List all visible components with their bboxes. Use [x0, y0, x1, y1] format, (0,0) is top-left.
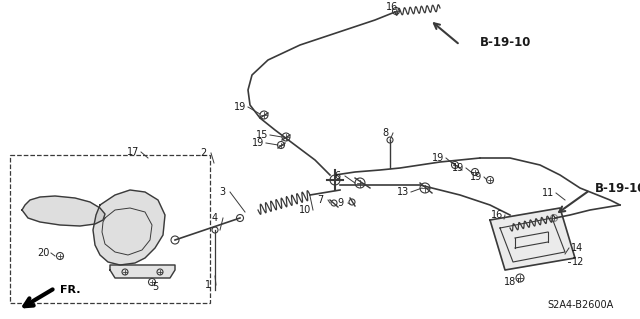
Text: 20: 20	[37, 248, 49, 258]
Text: 10: 10	[299, 205, 311, 215]
Text: 19: 19	[432, 153, 444, 163]
Text: 15: 15	[256, 130, 268, 140]
Text: 17: 17	[127, 147, 139, 157]
Text: 12: 12	[572, 257, 584, 267]
Text: 9: 9	[337, 198, 343, 208]
Text: 19: 19	[252, 138, 264, 148]
Polygon shape	[22, 196, 105, 226]
Text: 18: 18	[504, 277, 516, 287]
Text: 19: 19	[470, 172, 482, 182]
Text: 19: 19	[452, 163, 464, 173]
Text: 8: 8	[382, 128, 388, 138]
Text: 6: 6	[334, 171, 340, 181]
Text: 3: 3	[219, 187, 225, 197]
Text: 16: 16	[491, 210, 503, 220]
Text: 4: 4	[212, 213, 218, 223]
Text: FR.: FR.	[60, 285, 81, 295]
Text: 7: 7	[317, 195, 323, 205]
Text: B-19-10: B-19-10	[595, 182, 640, 195]
Polygon shape	[110, 265, 175, 278]
Text: 13: 13	[397, 187, 409, 197]
Polygon shape	[490, 208, 575, 270]
Text: B-19-10: B-19-10	[480, 35, 531, 48]
Text: 1: 1	[205, 280, 211, 290]
Polygon shape	[93, 190, 165, 265]
Text: 16: 16	[386, 2, 398, 12]
Text: 19: 19	[234, 102, 246, 112]
Text: 2: 2	[200, 148, 206, 158]
Text: 11: 11	[542, 188, 554, 198]
Bar	[10, 155, 210, 303]
Text: 5: 5	[152, 282, 158, 292]
Text: 14: 14	[571, 243, 583, 253]
Text: S2A4-B2600A: S2A4-B2600A	[547, 300, 613, 310]
